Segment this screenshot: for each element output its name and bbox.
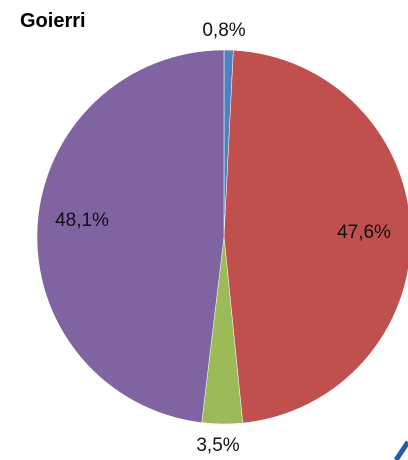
pie-slice-3: [36, 49, 225, 423]
slice-label-0: 0,8%: [202, 20, 245, 41]
chart-title: Goierri: [20, 10, 86, 32]
slice-label-1: 47,6%: [337, 222, 391, 243]
corner-decoration-icon: [386, 438, 408, 460]
pie-slice-1: [223, 49, 408, 424]
slice-label-3: 48,1%: [55, 210, 109, 231]
slice-label-2: 3,5%: [196, 435, 239, 456]
